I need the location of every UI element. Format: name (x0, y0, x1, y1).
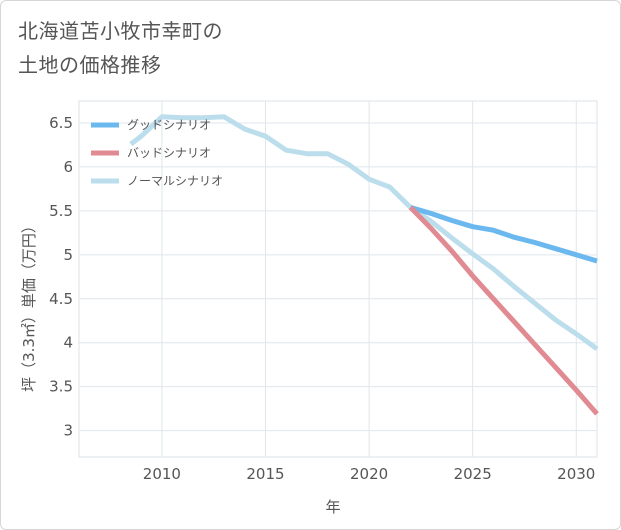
grid (79, 101, 597, 457)
series-line-bad (408, 205, 599, 416)
series-line-good (409, 205, 598, 264)
y-tick-label: 5.5 (49, 202, 73, 220)
chart-title-line-2: 土地の価格推移 (18, 53, 162, 77)
x-axis-label: 年 (325, 498, 340, 516)
x-tick-label: 2030 (557, 465, 595, 483)
y-tick-label: 4.5 (49, 290, 73, 308)
series-lines (129, 114, 599, 416)
chart-title: 北海道苫小牧市幸町の 土地の価格推移 (18, 14, 223, 82)
y-tick-label: 6 (63, 158, 73, 176)
y-tick-label: 3.5 (49, 378, 73, 396)
y-tick-label: 6.5 (49, 114, 73, 132)
x-tick-label: 2020 (350, 465, 388, 483)
x-tick-label: 2025 (454, 465, 492, 483)
legend-label-bad: バッドシナリオ (127, 146, 211, 160)
y-tick-label: 4 (63, 334, 73, 352)
legend-label-normal: ノーマルシナリオ (127, 174, 223, 188)
y-tick-label: 3 (63, 422, 73, 440)
series-line-normal (129, 114, 599, 351)
legend-label-good: グッドシナリオ (127, 118, 211, 132)
y-axis-label: 坪（3.3㎡）単価（万円） (20, 218, 38, 392)
tick-labels: 2010 2015 2020 2025 2030 3 3.5 4 4.5 5 5.5 6 6.5 (49, 114, 595, 483)
chart-title-line-1: 北海道苫小牧市幸町の (18, 19, 223, 43)
x-tick-label: 2010 (143, 465, 181, 483)
x-tick-label: 2015 (246, 465, 284, 483)
y-tick-label: 5 (63, 246, 73, 264)
